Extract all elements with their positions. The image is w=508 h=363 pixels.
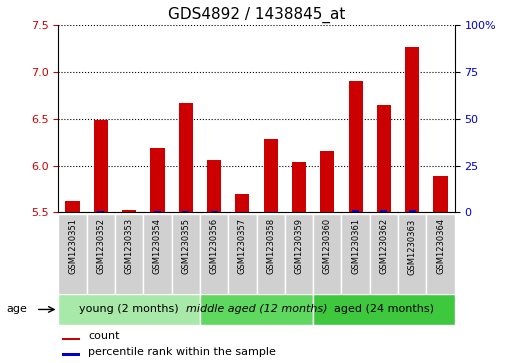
Text: GSM1230351: GSM1230351 [68,218,77,274]
Text: GSM1230363: GSM1230363 [408,218,417,274]
FancyBboxPatch shape [313,294,455,325]
FancyBboxPatch shape [200,214,228,296]
Bar [380,210,388,212]
Text: GSM1230354: GSM1230354 [153,218,162,274]
Text: young (2 months): young (2 months) [79,305,179,314]
FancyBboxPatch shape [58,294,200,325]
Bar [207,160,221,212]
FancyBboxPatch shape [341,214,370,296]
Text: GSM1230353: GSM1230353 [124,218,134,274]
Bar [179,103,193,212]
FancyBboxPatch shape [398,214,426,296]
FancyBboxPatch shape [257,214,285,296]
FancyBboxPatch shape [426,214,455,296]
Text: age: age [6,304,27,314]
Bar [62,353,80,356]
Text: GSM1230361: GSM1230361 [351,218,360,274]
Bar [348,81,363,212]
FancyBboxPatch shape [313,214,341,296]
Bar [154,211,161,212]
Text: GSM1230352: GSM1230352 [97,218,105,274]
Text: count: count [88,331,120,341]
Bar [320,151,334,212]
FancyBboxPatch shape [285,214,313,296]
Bar [433,176,448,212]
Text: GSM1230357: GSM1230357 [238,218,247,274]
Text: GSM1230355: GSM1230355 [181,218,190,274]
Bar [405,47,419,212]
FancyBboxPatch shape [228,214,257,296]
FancyBboxPatch shape [370,214,398,296]
Bar [98,211,105,212]
Text: GSM1230362: GSM1230362 [379,218,389,274]
Bar [352,210,359,212]
Bar [377,105,391,212]
Text: GSM1230359: GSM1230359 [295,218,303,274]
FancyBboxPatch shape [172,214,200,296]
Text: GSM1230356: GSM1230356 [210,218,218,274]
Text: GSM1230358: GSM1230358 [266,218,275,274]
Text: GSM1230360: GSM1230360 [323,218,332,274]
FancyBboxPatch shape [87,214,115,296]
Bar [264,139,278,212]
Text: aged (24 months): aged (24 months) [334,305,434,314]
Bar [408,210,416,212]
FancyBboxPatch shape [200,294,313,325]
Bar [182,211,189,212]
FancyBboxPatch shape [58,214,87,296]
FancyBboxPatch shape [143,214,172,296]
Bar [66,201,80,212]
Bar [150,148,165,212]
Text: middle aged (12 months): middle aged (12 months) [186,305,327,314]
Bar [292,162,306,212]
Bar [235,194,249,212]
Bar [122,211,136,212]
Text: percentile rank within the sample: percentile rank within the sample [88,347,276,356]
Text: GSM1230364: GSM1230364 [436,218,445,274]
Title: GDS4892 / 1438845_at: GDS4892 / 1438845_at [168,7,345,23]
Bar [62,338,80,340]
FancyBboxPatch shape [115,214,143,296]
Bar [94,120,108,212]
